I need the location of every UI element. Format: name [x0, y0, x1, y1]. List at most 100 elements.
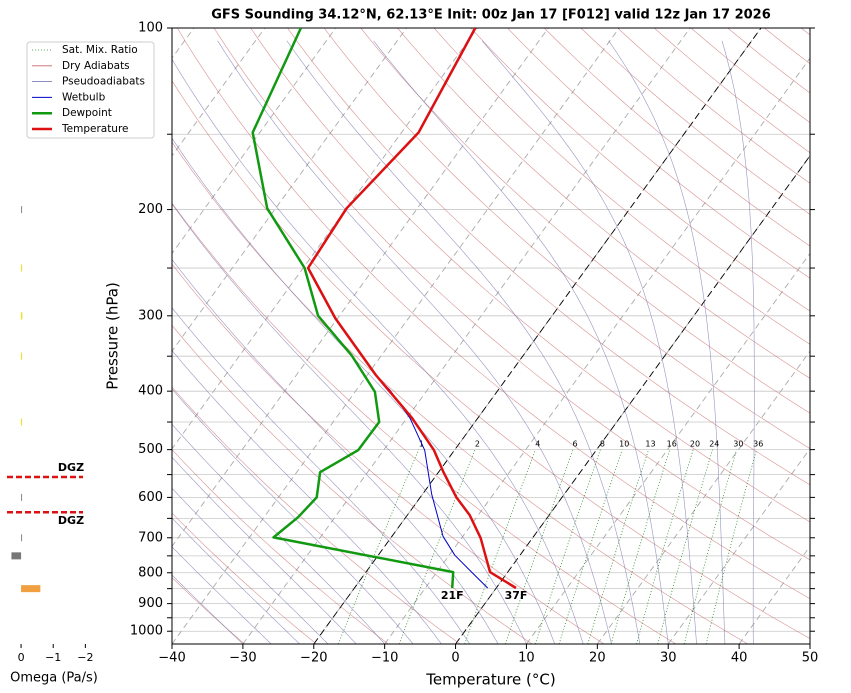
surface-label: 21F — [441, 589, 464, 602]
mixing-ratio-label: 6 — [572, 439, 577, 448]
dry-adiabat — [580, 28, 810, 215]
x-tick-label: 0 — [451, 651, 459, 666]
pseudoadiabat — [172, 137, 556, 644]
x-tick-label: 20 — [589, 651, 606, 666]
dry-adiabat — [172, 449, 389, 644]
series-line — [306, 28, 517, 590]
legend-box — [26, 41, 155, 139]
pseudoadiabat — [373, 40, 669, 644]
pseudoadiabat — [172, 350, 442, 644]
pseudoadiabat — [286, 40, 641, 644]
mixing-ratio-line — [636, 449, 694, 644]
isotherm — [172, 28, 620, 644]
isotherm — [172, 28, 337, 255]
mixing-ratio-label: 36 — [753, 439, 763, 448]
mixing-ratio-line — [558, 449, 623, 644]
omega-bar — [21, 534, 23, 542]
x-tick-label: −20 — [300, 651, 327, 666]
pseudoadiabat — [172, 259, 499, 644]
omega-bar — [21, 352, 23, 360]
mixing-ratio-label: 30 — [733, 439, 743, 448]
pseudoadiabat — [172, 574, 244, 644]
dry-adiabat — [213, 28, 810, 561]
pseudoadiabat — [172, 388, 414, 644]
dry-adiabat — [172, 80, 810, 639]
omega-bar — [21, 585, 41, 593]
y-tick-label: 400 — [138, 384, 163, 399]
legend-label: Temperature — [61, 123, 129, 135]
omega-x-tick-label: −2 — [77, 651, 93, 664]
pseudoadiabat — [172, 546, 272, 644]
y-tick-label: 100 — [138, 21, 163, 36]
pseudoadiabat — [172, 203, 527, 644]
x-tick-label: 10 — [518, 651, 535, 666]
dry-adiabat — [172, 202, 676, 644]
legend-label: Dewpoint — [62, 107, 112, 119]
dry-adiabat — [654, 28, 810, 154]
pseudoadiabat — [172, 423, 385, 644]
isotherm — [172, 28, 549, 548]
dry-adiabat — [287, 28, 810, 486]
dry-adiabat — [177, 28, 810, 600]
dry-adiabat — [172, 263, 605, 644]
dry-adiabat — [433, 28, 810, 345]
y-tick-label: 600 — [138, 490, 163, 505]
legend-label: Wetbulb — [62, 91, 106, 103]
dry-adiabat — [250, 28, 810, 523]
chart-title: GFS Sounding 34.12°N, 62.13°E Init: 00z … — [211, 8, 771, 23]
x-tick-label: −30 — [229, 651, 256, 666]
pseudoadiabat — [172, 307, 470, 644]
mixing-ratio-label: 13 — [645, 439, 655, 448]
isotherm — [384, 57, 810, 644]
pseudoadiabat — [608, 40, 726, 644]
mixing-ratio-label: 24 — [709, 439, 719, 448]
pseudoadiabat — [172, 456, 357, 644]
isotherm — [526, 252, 810, 644]
mixing-ratio-label: 2 — [475, 439, 480, 448]
omega-bar — [11, 552, 22, 560]
dry-adiabat — [172, 386, 461, 644]
legend-label: Pseudoadiabats — [62, 76, 145, 88]
dgz-label: DGZ — [58, 514, 84, 527]
y-tick-label: 1000 — [130, 624, 163, 639]
surface-label: 37F — [505, 589, 528, 602]
isotherm — [172, 28, 407, 352]
y-tick-label: 500 — [138, 442, 163, 457]
dry-adiabat — [543, 28, 810, 247]
x-tick-label: 40 — [731, 651, 748, 666]
mixing-ratio-label: 4 — [535, 439, 540, 448]
plot-frame — [171, 27, 811, 645]
legend-label: Dry Adiabats — [62, 60, 130, 72]
omega-bar — [21, 312, 23, 320]
plot-area: 1 2 4 6 8 10 13 16 20 24 30 36 — [172, 28, 810, 644]
y-tick-label: 300 — [138, 308, 163, 323]
pseudoadiabat — [172, 517, 300, 644]
omega-x-tick-label: 0 — [18, 651, 25, 664]
dry-adiabat — [172, 324, 533, 644]
pseudoadiabat — [217, 40, 612, 644]
x-tick-label: 30 — [660, 651, 677, 666]
highlight-isotherm — [455, 155, 810, 644]
pseudoadiabat — [721, 40, 755, 644]
omega-bar — [21, 493, 23, 501]
x-tick-label: 50 — [802, 651, 819, 666]
pseudoadiabat — [481, 40, 697, 644]
x-axis-label: Temperature (°C) — [425, 671, 555, 689]
pseudoadiabat — [172, 487, 329, 644]
dry-adiabat — [172, 512, 317, 644]
pseudoadiabat — [172, 58, 584, 644]
mixing-ratio-label: 20 — [690, 439, 700, 448]
mixing-ratio-line — [705, 449, 757, 644]
dry-adiabat — [360, 28, 810, 414]
omega-bar — [21, 418, 23, 426]
y-tick-label: 700 — [138, 530, 163, 545]
series-line — [251, 28, 455, 589]
omega-bar — [21, 264, 23, 272]
dry-adiabat — [507, 28, 810, 279]
mixing-ratio-line — [657, 449, 713, 644]
mixing-ratio-line — [505, 449, 574, 644]
y-tick-label: 900 — [138, 596, 163, 611]
